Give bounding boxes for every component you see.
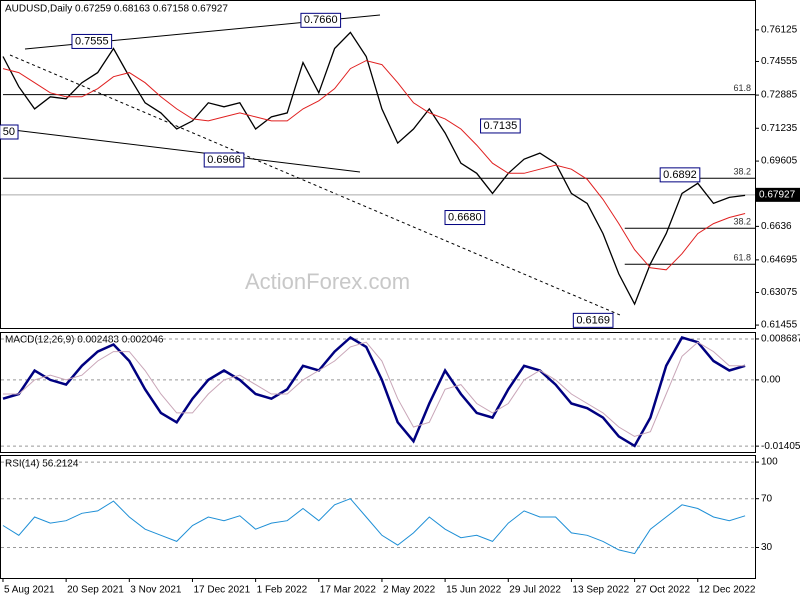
watermark: ActionForex.com — [245, 269, 410, 294]
rsi-panel — [0, 455, 756, 579]
y-tick-label: 0.74555 — [761, 56, 798, 67]
trend-line — [9, 54, 621, 316]
x-tick-label: 2 May 2022 — [383, 585, 436, 596]
annotation-box — [572, 312, 614, 328]
price-panel — [0, 0, 756, 329]
y-tick-label: 0.008687 — [761, 334, 800, 345]
annotation-box — [480, 118, 521, 134]
y-tick-label: 0.69605 — [761, 156, 798, 167]
annotation-label: 0.7660 — [304, 14, 338, 26]
y-tick-label: 0.72885 — [761, 90, 798, 101]
y-tick-label: 0.6636 — [761, 221, 792, 232]
last-price-box — [756, 187, 800, 202]
y-tick-label: 100 — [761, 457, 778, 468]
y-tick-label: 0.00 — [761, 375, 781, 386]
x-tick-label: 12 Dec 2022 — [699, 585, 756, 596]
series-line — [3, 341, 746, 437]
fib-label: 38.2 — [733, 217, 751, 227]
annotation-box — [203, 152, 245, 168]
y-tick-label: 0.71235 — [761, 123, 798, 134]
x-tick-label: 3 Nov 2021 — [130, 585, 182, 596]
x-tick-label: 20 Sep 2021 — [67, 585, 124, 596]
rsi-title: RSI(14) 56.2124 — [5, 459, 79, 470]
y-tick-label: 0.63075 — [761, 287, 798, 298]
annotation-box — [71, 33, 113, 49]
x-tick-label: 17 Mar 2022 — [320, 585, 377, 596]
y-tick-label: 30 — [761, 542, 773, 553]
annotation-box — [300, 12, 342, 28]
fib-label: 61.8 — [733, 253, 751, 263]
x-tick-label: 15 Jun 2022 — [446, 585, 501, 596]
series-line — [2, 335, 746, 448]
trend-line — [4, 128, 361, 173]
y-tick-label: 0.61455 — [761, 320, 798, 331]
x-tick-label: 29 Jul 2022 — [509, 585, 561, 596]
y-tick-label: 70 — [761, 493, 773, 504]
annotation-label: 0.7555 — [75, 35, 109, 47]
series-line — [2, 60, 746, 271]
macd-title: MACD(12,26,9) 0.002483 0.002046 — [5, 335, 164, 346]
annotation-label: 0.6680 — [448, 211, 482, 223]
x-tick-label: 17 Dec 2021 — [193, 585, 250, 596]
annotation-label: 0.6892 — [663, 169, 697, 181]
annotation-box — [659, 167, 701, 183]
last-price-label: 0.67927 — [759, 189, 796, 200]
y-tick-label: -0.014056 — [761, 441, 800, 452]
x-tick-label: 5 Aug 2021 — [4, 585, 55, 596]
x-tick-label: 1 Feb 2022 — [257, 585, 308, 596]
annotation-label: 0.6169 — [576, 314, 610, 326]
macd-panel — [0, 332, 756, 453]
y-tick-label: 0.64695 — [761, 255, 798, 266]
x-tick-label: 27 Oct 2022 — [636, 585, 691, 596]
series-line — [2, 498, 746, 555]
annotation-label: 0.7135 — [484, 120, 518, 132]
x-tick-label: 13 Sep 2022 — [572, 585, 629, 596]
annotation-box — [444, 210, 486, 226]
annotation-box — [0, 124, 19, 140]
price-title: AUDUSD,Daily 0.67259 0.68163 0.67158 0.6… — [5, 4, 228, 15]
annotation-label: 50 — [3, 126, 15, 138]
fib-label: 38.2 — [733, 167, 751, 177]
fib-label: 61.8 — [733, 83, 751, 93]
annotation-label: 0.6966 — [207, 154, 241, 166]
series-line — [2, 31, 746, 306]
y-tick-label: 0.76125 — [761, 25, 798, 36]
